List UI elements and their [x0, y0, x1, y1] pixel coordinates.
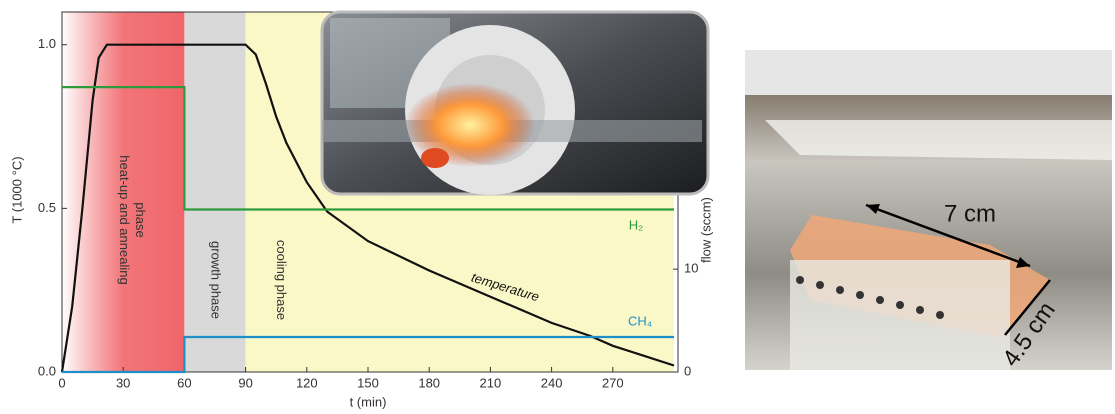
x-tick-label: 210 — [480, 375, 502, 390]
series-label: H₂ — [629, 217, 643, 232]
phase-label: growth phase — [209, 241, 224, 319]
phase-label: cooling phase — [274, 240, 289, 320]
x-tick-label: 270 — [602, 375, 624, 390]
x-tick-label: 60 — [177, 375, 191, 390]
inset-photo — [322, 12, 708, 195]
figure: heat-up and annealingphase growth phase co… — [0, 0, 1115, 414]
x-tick-label: 150 — [357, 375, 379, 390]
length-label: 7 cm — [944, 200, 996, 227]
x-tick-label: 120 — [296, 375, 318, 390]
x-tick-label: 0 — [58, 375, 65, 390]
y2-tick-label: 10 — [684, 261, 698, 276]
y2-axis-label: flow (sccm) — [698, 197, 713, 263]
phase-label: phase — [133, 202, 148, 237]
sample-photo: 7 cm 4.5 cm — [745, 50, 1112, 372]
y-axis-label: T (1000 °C) — [9, 156, 24, 223]
x-tick-label: 90 — [238, 375, 252, 390]
x-tick-label: 240 — [541, 375, 563, 390]
y-tick-label: 0.0 — [38, 363, 56, 378]
x-tick-label: 30 — [116, 375, 130, 390]
y2-tick-label: 0 — [684, 363, 691, 378]
y-tick-label: 0.5 — [38, 200, 56, 215]
phase-label: heat-up and annealing — [117, 155, 132, 284]
x-axis-label: t (min) — [350, 394, 387, 409]
y-tick-label: 1.0 — [38, 36, 56, 51]
x-tick-label: 180 — [418, 375, 440, 390]
series-label: CH₄ — [628, 313, 652, 328]
